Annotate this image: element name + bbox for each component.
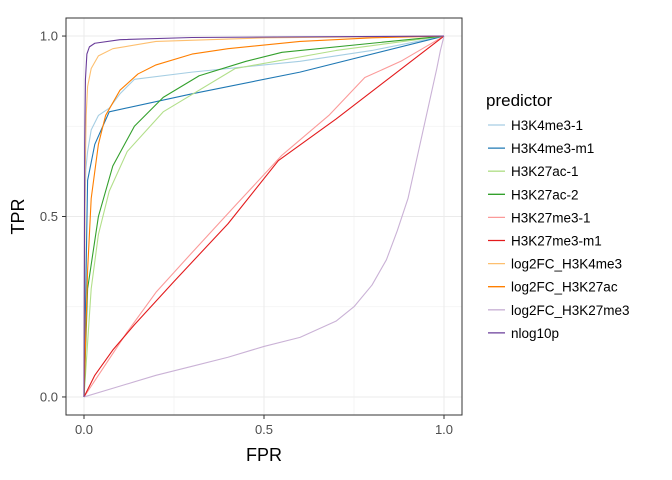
x-axis: 0.0 0.5 1.0 (75, 415, 453, 437)
legend-label-H3K27ac-1: H3K27ac-1 (511, 164, 579, 179)
x-axis-title: FPR (246, 445, 282, 465)
y-tick-label: 1.0 (40, 29, 58, 44)
series-line-H3K27me3-1 (83, 35, 445, 398)
legend-label-H3K4me3-1: H3K4me3-1 (511, 118, 583, 133)
legend-label-H3K27me3-1: H3K27me3-1 (511, 210, 591, 225)
y-axis-title: TPR (8, 198, 28, 234)
legend-label-H3K27me3-m1: H3K27me3-m1 (511, 234, 602, 249)
legend-label-log2FC_H3K27ac: log2FC_H3K27ac (511, 280, 618, 295)
legend-title: predictor (486, 91, 552, 110)
series-line-H3K27ac-2 (83, 35, 445, 397)
series-line-H3K4me3-m1 (83, 35, 445, 397)
x-tick-label: 0.0 (75, 422, 93, 437)
plot-panel (66, 18, 462, 415)
legend-items: H3K4me3-1 H3K4me3-m1 H3K27ac-1 H3K27ac-2 H3K… (488, 118, 630, 341)
y-axis: 0.0 0.5 1.0 (40, 29, 66, 404)
series-line-H3K27me3-m1 (83, 35, 445, 398)
series-line-log2FC_H3K27ac (83, 35, 445, 397)
x-tick-label: 0.5 (255, 422, 273, 437)
legend-label-H3K4me3-m1: H3K4me3-m1 (511, 141, 594, 156)
series-line-H3K27ac-1 (83, 35, 445, 397)
legend-label-log2FC_H3K4me3: log2FC_H3K4me3 (511, 257, 622, 272)
y-tick-label: 0.0 (40, 389, 58, 404)
x-tick-label: 1.0 (435, 422, 453, 437)
legend-label-nlog10p: nlog10p (511, 326, 559, 341)
legend: predictor H3K4me3-1H3K4me3-m1H3K27ac-1H3… (486, 91, 630, 341)
series-layer (83, 35, 445, 398)
series-line-nlog10p (83, 35, 445, 397)
series-line-log2FC_H3K27me3 (83, 35, 445, 398)
series-line-log2FC_H3K4me3 (83, 35, 445, 397)
y-tick-label: 0.5 (40, 209, 58, 224)
legend-label-H3K27ac-2: H3K27ac-2 (511, 187, 579, 202)
legend-label-log2FC_H3K27me3: log2FC_H3K27me3 (511, 303, 630, 318)
